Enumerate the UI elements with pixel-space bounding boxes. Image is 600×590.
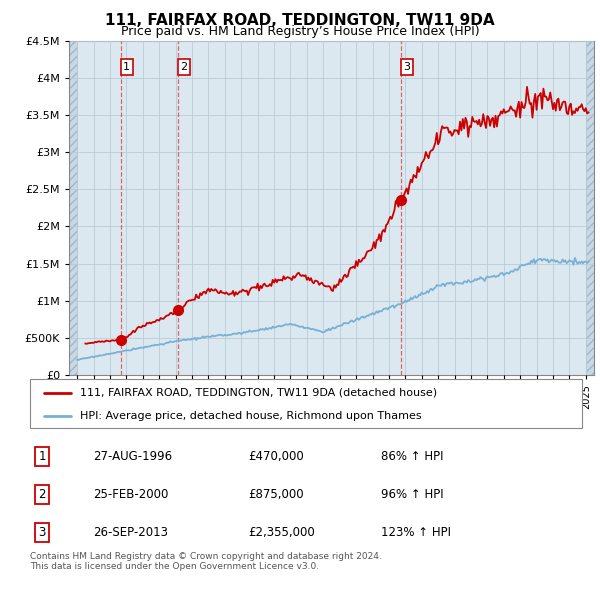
Text: 27-AUG-1996: 27-AUG-1996 — [94, 450, 173, 463]
Text: 111, FAIRFAX ROAD, TEDDINGTON, TW11 9DA: 111, FAIRFAX ROAD, TEDDINGTON, TW11 9DA — [105, 13, 495, 28]
Text: £2,355,000: £2,355,000 — [248, 526, 315, 539]
Bar — [69, 41, 77, 375]
Text: 96% ↑ HPI: 96% ↑ HPI — [380, 488, 443, 501]
Text: This data is licensed under the Open Government Licence v3.0.: This data is licensed under the Open Gov… — [30, 562, 319, 571]
Text: 3: 3 — [38, 526, 46, 539]
Bar — [586, 41, 594, 375]
Text: 86% ↑ HPI: 86% ↑ HPI — [380, 450, 443, 463]
Text: 3: 3 — [403, 62, 410, 72]
Bar — [69, 41, 77, 375]
FancyBboxPatch shape — [30, 379, 582, 428]
Text: 111, FAIRFAX ROAD, TEDDINGTON, TW11 9DA (detached house): 111, FAIRFAX ROAD, TEDDINGTON, TW11 9DA … — [80, 388, 437, 398]
Text: £875,000: £875,000 — [248, 488, 304, 501]
Text: £470,000: £470,000 — [248, 450, 304, 463]
Text: Price paid vs. HM Land Registry’s House Price Index (HPI): Price paid vs. HM Land Registry’s House … — [121, 25, 479, 38]
Bar — [586, 41, 594, 375]
Text: 2: 2 — [38, 488, 46, 501]
Text: HPI: Average price, detached house, Richmond upon Thames: HPI: Average price, detached house, Rich… — [80, 411, 421, 421]
Text: 26-SEP-2013: 26-SEP-2013 — [94, 526, 169, 539]
Text: 1: 1 — [124, 62, 130, 72]
Text: Contains HM Land Registry data © Crown copyright and database right 2024.: Contains HM Land Registry data © Crown c… — [30, 552, 382, 560]
Text: 1: 1 — [38, 450, 46, 463]
Text: 2: 2 — [181, 62, 188, 72]
Text: 123% ↑ HPI: 123% ↑ HPI — [380, 526, 451, 539]
Text: 25-FEB-2000: 25-FEB-2000 — [94, 488, 169, 501]
